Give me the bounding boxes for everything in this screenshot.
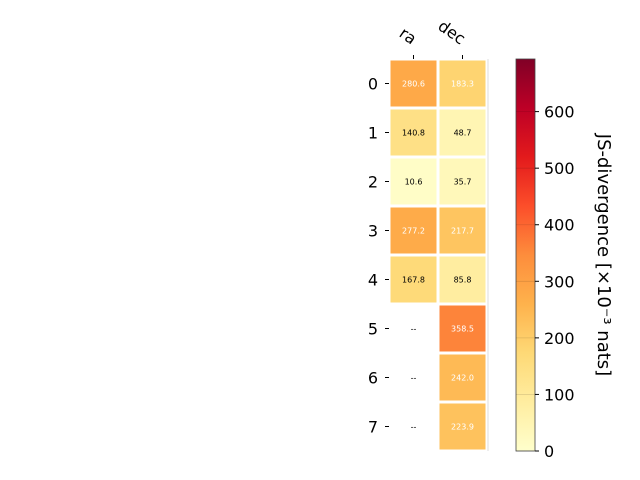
heatmap-cell-4-dec <box>439 256 486 303</box>
cell-label-1-ra: 140.8 <box>402 129 425 138</box>
row-label-4: 4 <box>368 271 378 290</box>
cell-label-5-dec: 358.5 <box>451 325 474 334</box>
cell-label-3-ra: 277.2 <box>402 227 425 236</box>
colorbar: 0 100 200 300 400 500 600 JS-divergence [×10⁻³ … <box>515 58 614 461</box>
cell-label-2-dec: 35.7 <box>454 178 472 187</box>
heatmap-cell-0-dec <box>439 60 486 107</box>
colorbar-tick-label-300: 300 <box>544 272 575 291</box>
colorbar-tick-label-100: 100 <box>544 385 575 404</box>
heatmap-cell-0-ra <box>390 60 437 107</box>
heatmap-cell-5-dec <box>439 305 486 352</box>
heatmap-cell-3-dec <box>439 207 486 254</box>
colorbar-tick-label-500: 500 <box>544 159 575 178</box>
heatmap-cell-1-ra <box>390 109 437 156</box>
heatmap-cell-2-dec <box>439 158 486 205</box>
colorbar-tick-label-200: 200 <box>544 329 575 348</box>
cell-label-3-dec: 217.7 <box>451 227 474 236</box>
heatmap-cell-3-ra <box>390 207 437 254</box>
cell-label-0-dec: 183.3 <box>451 80 474 89</box>
cell-label-6-dec: 242.0 <box>451 374 474 383</box>
cell-label-5-ra: -- <box>411 325 417 334</box>
row-label-5: 5 <box>368 320 378 339</box>
heatmap-axes: 0 1 2 3 4 5 6 7 ra dec <box>368 16 489 451</box>
heatmap-cell-1-dec <box>439 109 486 156</box>
heatmap-cell-4-ra <box>390 256 437 303</box>
row-label-3: 3 <box>368 222 378 241</box>
cell-label-4-ra: 167.8 <box>402 276 425 285</box>
cell-label-7-ra: -- <box>411 423 417 432</box>
cell-label-2-ra: 10.6 <box>405 178 423 187</box>
colorbar-tick-label-0: 0 <box>544 442 554 461</box>
col-label-ra: ra <box>396 23 420 48</box>
heatmap-cells: 280.6 183.3 140.8 48.7 10.6 35.7 277.2 217.7 167… <box>390 60 486 450</box>
cell-label-4-dec: 85.8 <box>454 276 472 285</box>
heatmap-cell-7-dec <box>439 403 486 450</box>
colorbar-gradient <box>515 58 536 452</box>
col-label-dec: dec <box>435 16 469 48</box>
cell-label-0-ra: 280.6 <box>402 80 425 89</box>
row-label-0: 0 <box>368 75 378 94</box>
row-label-1: 1 <box>368 124 378 143</box>
row-label-7: 7 <box>368 418 378 437</box>
heatmap-cell-2-ra <box>390 158 437 205</box>
colorbar-title: JS-divergence [×10⁻³ nats] <box>593 133 614 376</box>
colorbar-tick-label-400: 400 <box>544 216 575 235</box>
cell-label-6-ra: -- <box>411 374 417 383</box>
cell-label-1-dec: 48.7 <box>454 129 472 138</box>
heatmap-cell-6-dec <box>439 354 486 401</box>
row-label-2: 2 <box>368 173 378 192</box>
colorbar-tick-label-600: 600 <box>544 103 575 122</box>
row-label-6: 6 <box>368 369 378 388</box>
cell-label-7-dec: 223.9 <box>451 423 474 432</box>
